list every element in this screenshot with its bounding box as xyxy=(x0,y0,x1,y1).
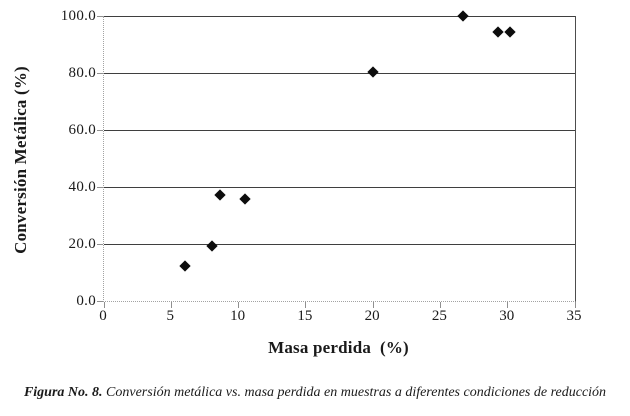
scatter-chart: Conversión Metálica (%) Masa perdida (%)… xyxy=(11,8,582,357)
horizontal-gridline xyxy=(104,16,575,17)
y-tick-mark xyxy=(97,243,103,245)
y-tick-mark xyxy=(97,15,103,17)
caption-label: Figura No. 8. xyxy=(23,385,103,400)
y-tick-label: 0.0 xyxy=(76,293,96,309)
y-tick-label: 100.0 xyxy=(60,8,96,24)
data-point-marker xyxy=(214,189,226,201)
y-tick-label: 60.0 xyxy=(68,122,96,138)
data-point-marker xyxy=(367,65,379,78)
x-tick-label: 20 xyxy=(364,308,380,324)
figure-caption: Figura No. 8. Conversión metálica vs. ma… xyxy=(0,384,630,402)
x-tick-mark xyxy=(574,302,576,308)
y-tick-mark xyxy=(97,186,103,188)
caption-text: Conversión metálica vs. masa perdida en … xyxy=(106,385,607,400)
x-tick-mark xyxy=(103,302,105,308)
horizontal-gridline xyxy=(104,186,575,188)
plot-area xyxy=(97,10,576,308)
data-point-marker xyxy=(205,240,218,252)
x-tick-label: 30 xyxy=(499,308,515,324)
x-tick-label: 35 xyxy=(566,308,582,324)
x-tick-mark xyxy=(305,302,307,308)
x-tick-mark xyxy=(439,302,441,308)
y-tick-label: 40.0 xyxy=(68,179,96,195)
x-tick-mark xyxy=(372,302,374,308)
data-point-marker xyxy=(179,260,191,272)
y-tick-mark xyxy=(97,72,103,74)
x-axis-title: Masa perdida (%) xyxy=(268,338,409,357)
y-tick-mark xyxy=(97,300,103,302)
data-point-marker xyxy=(239,193,251,205)
x-tick-label: 25 xyxy=(431,308,447,324)
y-tick-mark xyxy=(97,129,103,131)
y-axis-title: Conversión Metálica (%) xyxy=(11,66,30,254)
y-tick-label: 80.0 xyxy=(68,65,96,81)
x-tick-label: 5 xyxy=(166,308,175,324)
y-tick-label: 20.0 xyxy=(68,236,96,252)
data-point-marker xyxy=(504,26,517,38)
x-tick-mark xyxy=(170,302,172,308)
horizontal-gridline xyxy=(104,243,575,245)
x-tick-mark xyxy=(507,302,509,308)
horizontal-gridline xyxy=(104,72,575,74)
x-tick-mark xyxy=(238,302,240,308)
horizontal-gridline xyxy=(104,129,575,131)
x-tick-label: 0 xyxy=(99,308,107,324)
x-tick-label: 15 xyxy=(297,308,313,324)
data-point-marker xyxy=(457,10,469,22)
x-tick-label: 10 xyxy=(230,308,246,324)
data-point-marker xyxy=(492,26,504,38)
